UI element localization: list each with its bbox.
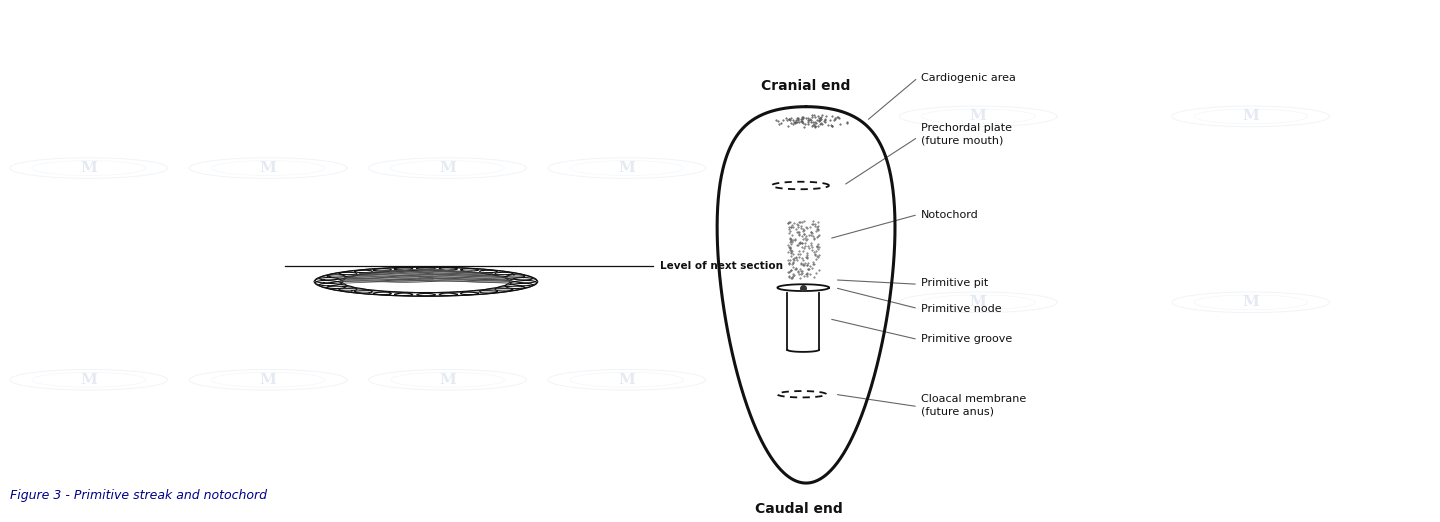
Polygon shape — [315, 280, 347, 289]
Text: Primitive node: Primitive node — [920, 303, 1001, 314]
Polygon shape — [354, 268, 413, 272]
Text: M: M — [259, 161, 276, 175]
Text: M: M — [969, 295, 986, 310]
Polygon shape — [505, 280, 537, 289]
Polygon shape — [510, 278, 537, 286]
Polygon shape — [373, 292, 435, 296]
Polygon shape — [320, 283, 357, 291]
Polygon shape — [416, 267, 478, 271]
Text: M: M — [618, 373, 635, 387]
Text: Primitive pit: Primitive pit — [920, 278, 988, 288]
Polygon shape — [327, 286, 373, 293]
Polygon shape — [480, 286, 524, 293]
Polygon shape — [495, 283, 533, 291]
Text: M: M — [969, 110, 986, 123]
Text: M: M — [439, 373, 456, 387]
Text: M: M — [439, 161, 456, 175]
Polygon shape — [395, 267, 458, 271]
Polygon shape — [338, 289, 392, 294]
Polygon shape — [395, 292, 458, 296]
Polygon shape — [439, 291, 497, 295]
Polygon shape — [315, 275, 347, 283]
Polygon shape — [416, 292, 478, 296]
Polygon shape — [338, 269, 392, 275]
Text: Notochord: Notochord — [920, 209, 979, 220]
Text: Caudal end: Caudal end — [755, 502, 842, 516]
Text: Cranial end: Cranial end — [762, 79, 851, 93]
Text: M: M — [259, 373, 276, 387]
Text: M: M — [81, 373, 98, 387]
Text: Figure 3 - Primitive streak and notochord: Figure 3 - Primitive streak and notochor… — [10, 490, 266, 503]
Polygon shape — [778, 284, 829, 291]
Text: M: M — [1243, 295, 1259, 310]
Polygon shape — [373, 267, 435, 271]
Polygon shape — [320, 272, 357, 280]
Text: Cloacal membrane
(future anus): Cloacal membrane (future anus) — [920, 395, 1027, 417]
Text: Cardiogenic area: Cardiogenic area — [920, 73, 1015, 82]
Text: Level of next section: Level of next section — [660, 262, 783, 271]
Text: M: M — [1243, 110, 1259, 123]
Polygon shape — [480, 270, 524, 277]
Text: M: M — [618, 161, 635, 175]
Polygon shape — [327, 270, 373, 277]
Polygon shape — [439, 268, 497, 272]
Polygon shape — [461, 269, 513, 275]
Polygon shape — [314, 278, 343, 286]
Text: Primitive groove: Primitive groove — [920, 335, 1012, 345]
Polygon shape — [505, 275, 537, 283]
Polygon shape — [461, 289, 513, 294]
Text: M: M — [81, 161, 98, 175]
Polygon shape — [788, 292, 819, 350]
Polygon shape — [495, 272, 533, 280]
Polygon shape — [354, 291, 413, 295]
Text: Prechordal plate
(future mouth): Prechordal plate (future mouth) — [920, 123, 1012, 146]
